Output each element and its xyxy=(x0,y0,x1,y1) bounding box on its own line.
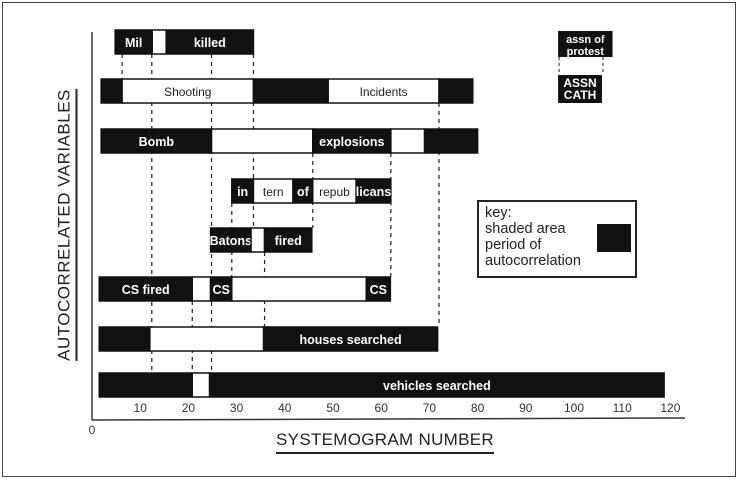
shaded-segment xyxy=(438,78,474,104)
segment-label: houses searched xyxy=(300,333,402,347)
unshaded-segment xyxy=(231,276,368,302)
shaded-segment xyxy=(114,29,153,55)
segment-label: CS fired xyxy=(122,283,170,297)
segment-label: of xyxy=(297,185,310,199)
side-item-label: assn of xyxy=(566,34,605,46)
segment-label: explosions xyxy=(319,135,384,149)
unshaded-segment xyxy=(151,29,167,55)
x-tick-label: 60 xyxy=(375,401,389,415)
shaded-segment xyxy=(165,29,255,55)
x-tick-label: 90 xyxy=(519,401,533,415)
unshaded-segment xyxy=(252,178,294,204)
shaded-segment xyxy=(100,128,213,154)
unshaded-segment xyxy=(149,326,265,352)
shaded-segment xyxy=(252,78,329,104)
shaded-segment xyxy=(262,326,439,352)
shaded-segment xyxy=(263,227,313,253)
origin-label: 0 xyxy=(89,423,96,437)
variable-row: Mil killed xyxy=(114,29,255,55)
unshaded-segment xyxy=(121,78,255,104)
x-axis-label: SYSTEMOGRAM NUMBER xyxy=(276,430,494,454)
x-tick-label: 50 xyxy=(326,401,340,415)
variable-row: Batons fired xyxy=(210,227,313,253)
shaded-segment xyxy=(98,372,194,398)
key-line: autocorrelation xyxy=(485,253,581,269)
x-tick-label: 40 xyxy=(278,401,292,415)
shaded-segment xyxy=(208,372,665,398)
segment-label: Incidents xyxy=(360,85,408,99)
legend-key: key: shaded area period of autocorrelati… xyxy=(477,200,637,278)
unshaded-segment xyxy=(390,128,426,154)
figure-frame xyxy=(2,2,736,477)
side-item-box xyxy=(558,75,602,103)
side-item-label: ASSN xyxy=(563,76,596,90)
segment-label: killed xyxy=(194,36,226,50)
unshaded-segment xyxy=(312,178,357,204)
shaded-segment xyxy=(100,78,123,104)
segment-label: in xyxy=(237,185,248,199)
unshaded-segment xyxy=(191,276,212,302)
side-item-label: protest xyxy=(567,46,605,58)
shaded-segment xyxy=(423,128,479,154)
segment-label: Mil xyxy=(125,36,142,50)
segment-label: repub xyxy=(319,185,350,199)
unshaded-segment xyxy=(191,372,211,398)
side-item-label: CATH xyxy=(564,88,596,102)
key-line: shaded area xyxy=(485,221,566,237)
segment-label: fired xyxy=(275,234,302,248)
segment-label: vehicles searched xyxy=(383,379,491,393)
x-tick-label: 30 xyxy=(230,401,244,415)
unshaded-segment xyxy=(250,227,266,253)
segment-label: CS xyxy=(212,283,229,297)
key-shaded-swatch xyxy=(597,224,631,252)
segment-label: licans xyxy=(356,185,391,199)
variable-row: in tern of repub licans xyxy=(231,178,392,204)
segment-label: Shooting xyxy=(164,85,211,99)
variable-row: CS fired CS CS xyxy=(98,276,392,302)
segment-label: tern xyxy=(263,185,284,199)
shaded-segment xyxy=(98,326,151,352)
x-tick-label: 70 xyxy=(423,401,437,415)
side-item-box xyxy=(558,31,613,57)
key-line: period of xyxy=(485,237,542,253)
x-tick-label: 10 xyxy=(134,401,148,415)
variable-row: Shooting Incidents xyxy=(100,78,474,104)
segment-label: Bomb xyxy=(139,135,175,149)
x-tick-label: 80 xyxy=(471,401,485,415)
unshaded-segment xyxy=(210,128,314,154)
variable-row: Bomb explosions xyxy=(100,128,479,154)
segment-label: Batons xyxy=(210,234,252,248)
x-tick-label: 110 xyxy=(613,401,632,415)
y-axis-label: AUTOCORRELATED VARIABLES xyxy=(54,89,78,361)
variable-row: vehicles searched xyxy=(98,372,665,398)
x-axis-line xyxy=(91,417,686,421)
x-tick-label: 120 xyxy=(660,401,680,415)
shaded-segment xyxy=(365,276,392,302)
x-tick-label: 20 xyxy=(182,401,196,415)
x-tick-label: 100 xyxy=(564,401,584,415)
variable-row: houses searched xyxy=(98,326,439,352)
shaded-segment xyxy=(312,128,392,154)
segment-label: CS xyxy=(370,283,387,297)
shaded-segment xyxy=(355,178,392,204)
key-title: key: xyxy=(485,205,512,221)
